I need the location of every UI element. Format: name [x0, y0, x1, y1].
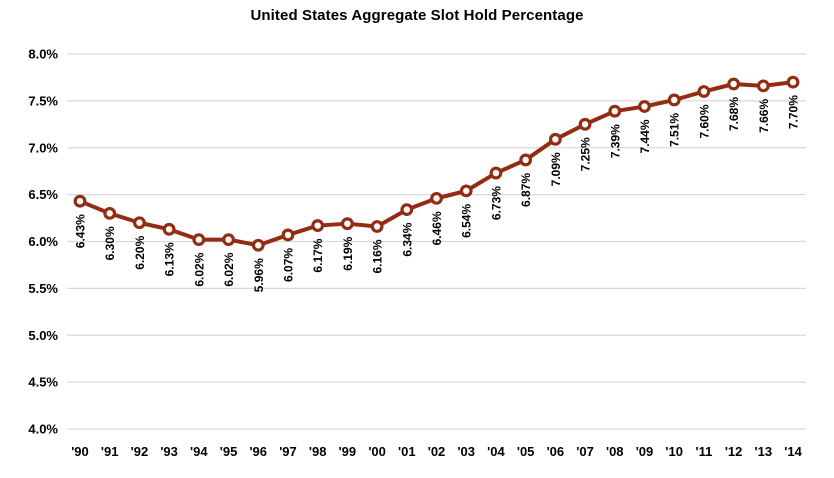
data-point-label: 6.07% — [281, 248, 295, 282]
y-axis-tick-label: 4.5% — [28, 375, 58, 390]
y-axis-tick-label: 7.0% — [28, 140, 58, 155]
data-point-label: 6.87% — [519, 173, 533, 207]
x-axis-tick-label: '06 — [547, 444, 565, 459]
data-point-label: 7.66% — [757, 99, 771, 133]
y-axis-tick-label: 6.5% — [28, 187, 58, 202]
data-point-label: 7.70% — [787, 95, 801, 129]
data-point-label: 6.54% — [460, 204, 474, 238]
data-point-marker — [548, 132, 562, 146]
x-axis-tick-label: '01 — [398, 444, 416, 459]
data-point-marker — [103, 206, 117, 220]
data-point-marker — [133, 216, 146, 230]
data-point-marker — [608, 104, 622, 118]
data-point-marker — [281, 228, 295, 242]
y-axis-tick-label: 6.0% — [28, 234, 58, 249]
x-axis-tick-label: '98 — [309, 444, 327, 459]
data-point-label: 6.13% — [163, 242, 177, 276]
data-point-label: 6.20% — [133, 235, 147, 269]
data-point-marker — [667, 93, 681, 107]
data-point-label: 7.39% — [608, 124, 622, 158]
x-axis-tick-label: '00 — [368, 444, 386, 459]
data-point-marker — [311, 219, 325, 232]
x-axis-tick-label: '07 — [576, 444, 594, 459]
data-point-marker — [519, 153, 533, 167]
x-axis-tick-label: '99 — [339, 444, 357, 459]
x-axis-tick-label: '08 — [606, 444, 624, 459]
data-point-marker — [400, 203, 414, 217]
data-point-label: 7.44% — [638, 119, 652, 153]
x-axis-tick-label: '13 — [755, 444, 773, 459]
data-point-label: 5.96% — [252, 258, 266, 292]
data-point-label: 6.16% — [371, 239, 385, 273]
data-point-label: 6.17% — [311, 238, 325, 272]
data-point-label: 6.34% — [400, 222, 414, 256]
y-axis-tick-label: 5.5% — [28, 281, 58, 296]
data-point-marker — [73, 194, 87, 208]
data-point-label: 6.43% — [74, 214, 88, 248]
x-axis-tick-label: '11 — [695, 444, 712, 459]
data-point-marker — [756, 79, 770, 93]
x-axis-tick-label: '03 — [457, 444, 475, 459]
x-axis-tick-label: '05 — [517, 444, 535, 459]
data-point-marker — [727, 77, 741, 91]
x-axis-tick-label: '96 — [249, 444, 267, 459]
data-point-marker — [251, 238, 265, 252]
data-point-label: 6.30% — [103, 226, 117, 260]
data-point-marker — [697, 85, 711, 98]
x-axis-tick-label: '12 — [725, 444, 743, 459]
x-axis-tick-label: '04 — [487, 444, 505, 459]
data-point-label: 7.60% — [697, 104, 711, 138]
y-axis-tick-label: 7.5% — [28, 93, 58, 108]
data-point-marker — [222, 233, 235, 247]
x-axis-tick-label: '94 — [190, 444, 208, 459]
data-point-label: 6.02% — [222, 252, 236, 286]
data-point-marker — [370, 220, 384, 233]
y-axis-tick-label: 4.0% — [28, 422, 58, 437]
x-axis-tick-label: '02 — [428, 444, 446, 459]
x-axis-tick-label: '97 — [279, 444, 297, 459]
data-point-marker — [430, 191, 443, 205]
data-point-label: 7.09% — [549, 152, 563, 186]
data-point-marker — [578, 117, 592, 131]
x-axis-tick-label: '14 — [784, 444, 802, 459]
data-point-marker — [489, 166, 503, 180]
data-point-marker — [459, 184, 473, 198]
data-point-label: 7.68% — [727, 97, 741, 131]
data-point-marker — [162, 222, 176, 236]
x-axis-tick-label: '09 — [636, 444, 654, 459]
x-axis-tick-label: '90 — [71, 444, 89, 459]
data-point-label: 6.19% — [341, 236, 355, 270]
x-axis-tick-label: '92 — [131, 444, 149, 459]
x-axis-tick-label: '91 — [101, 444, 119, 459]
data-point-marker — [192, 233, 206, 247]
data-point-label: 7.25% — [579, 137, 593, 171]
y-axis-tick-label: 5.0% — [28, 328, 58, 343]
data-point-label: 6.73% — [489, 186, 503, 220]
x-axis-tick-label: '95 — [220, 444, 238, 459]
data-point-label: 7.51% — [668, 113, 682, 147]
data-point-marker — [786, 75, 800, 89]
data-point-label: 6.46% — [430, 211, 444, 245]
data-point-marker — [340, 217, 354, 231]
data-point-label: 6.02% — [192, 252, 206, 286]
y-axis-tick-label: 8.0% — [28, 47, 58, 62]
x-axis-tick-label: '10 — [665, 444, 683, 459]
data-point-marker — [638, 100, 651, 113]
chart-title: United States Aggregate Slot Hold Percen… — [250, 7, 584, 24]
x-axis-tick-label: '93 — [160, 444, 178, 459]
